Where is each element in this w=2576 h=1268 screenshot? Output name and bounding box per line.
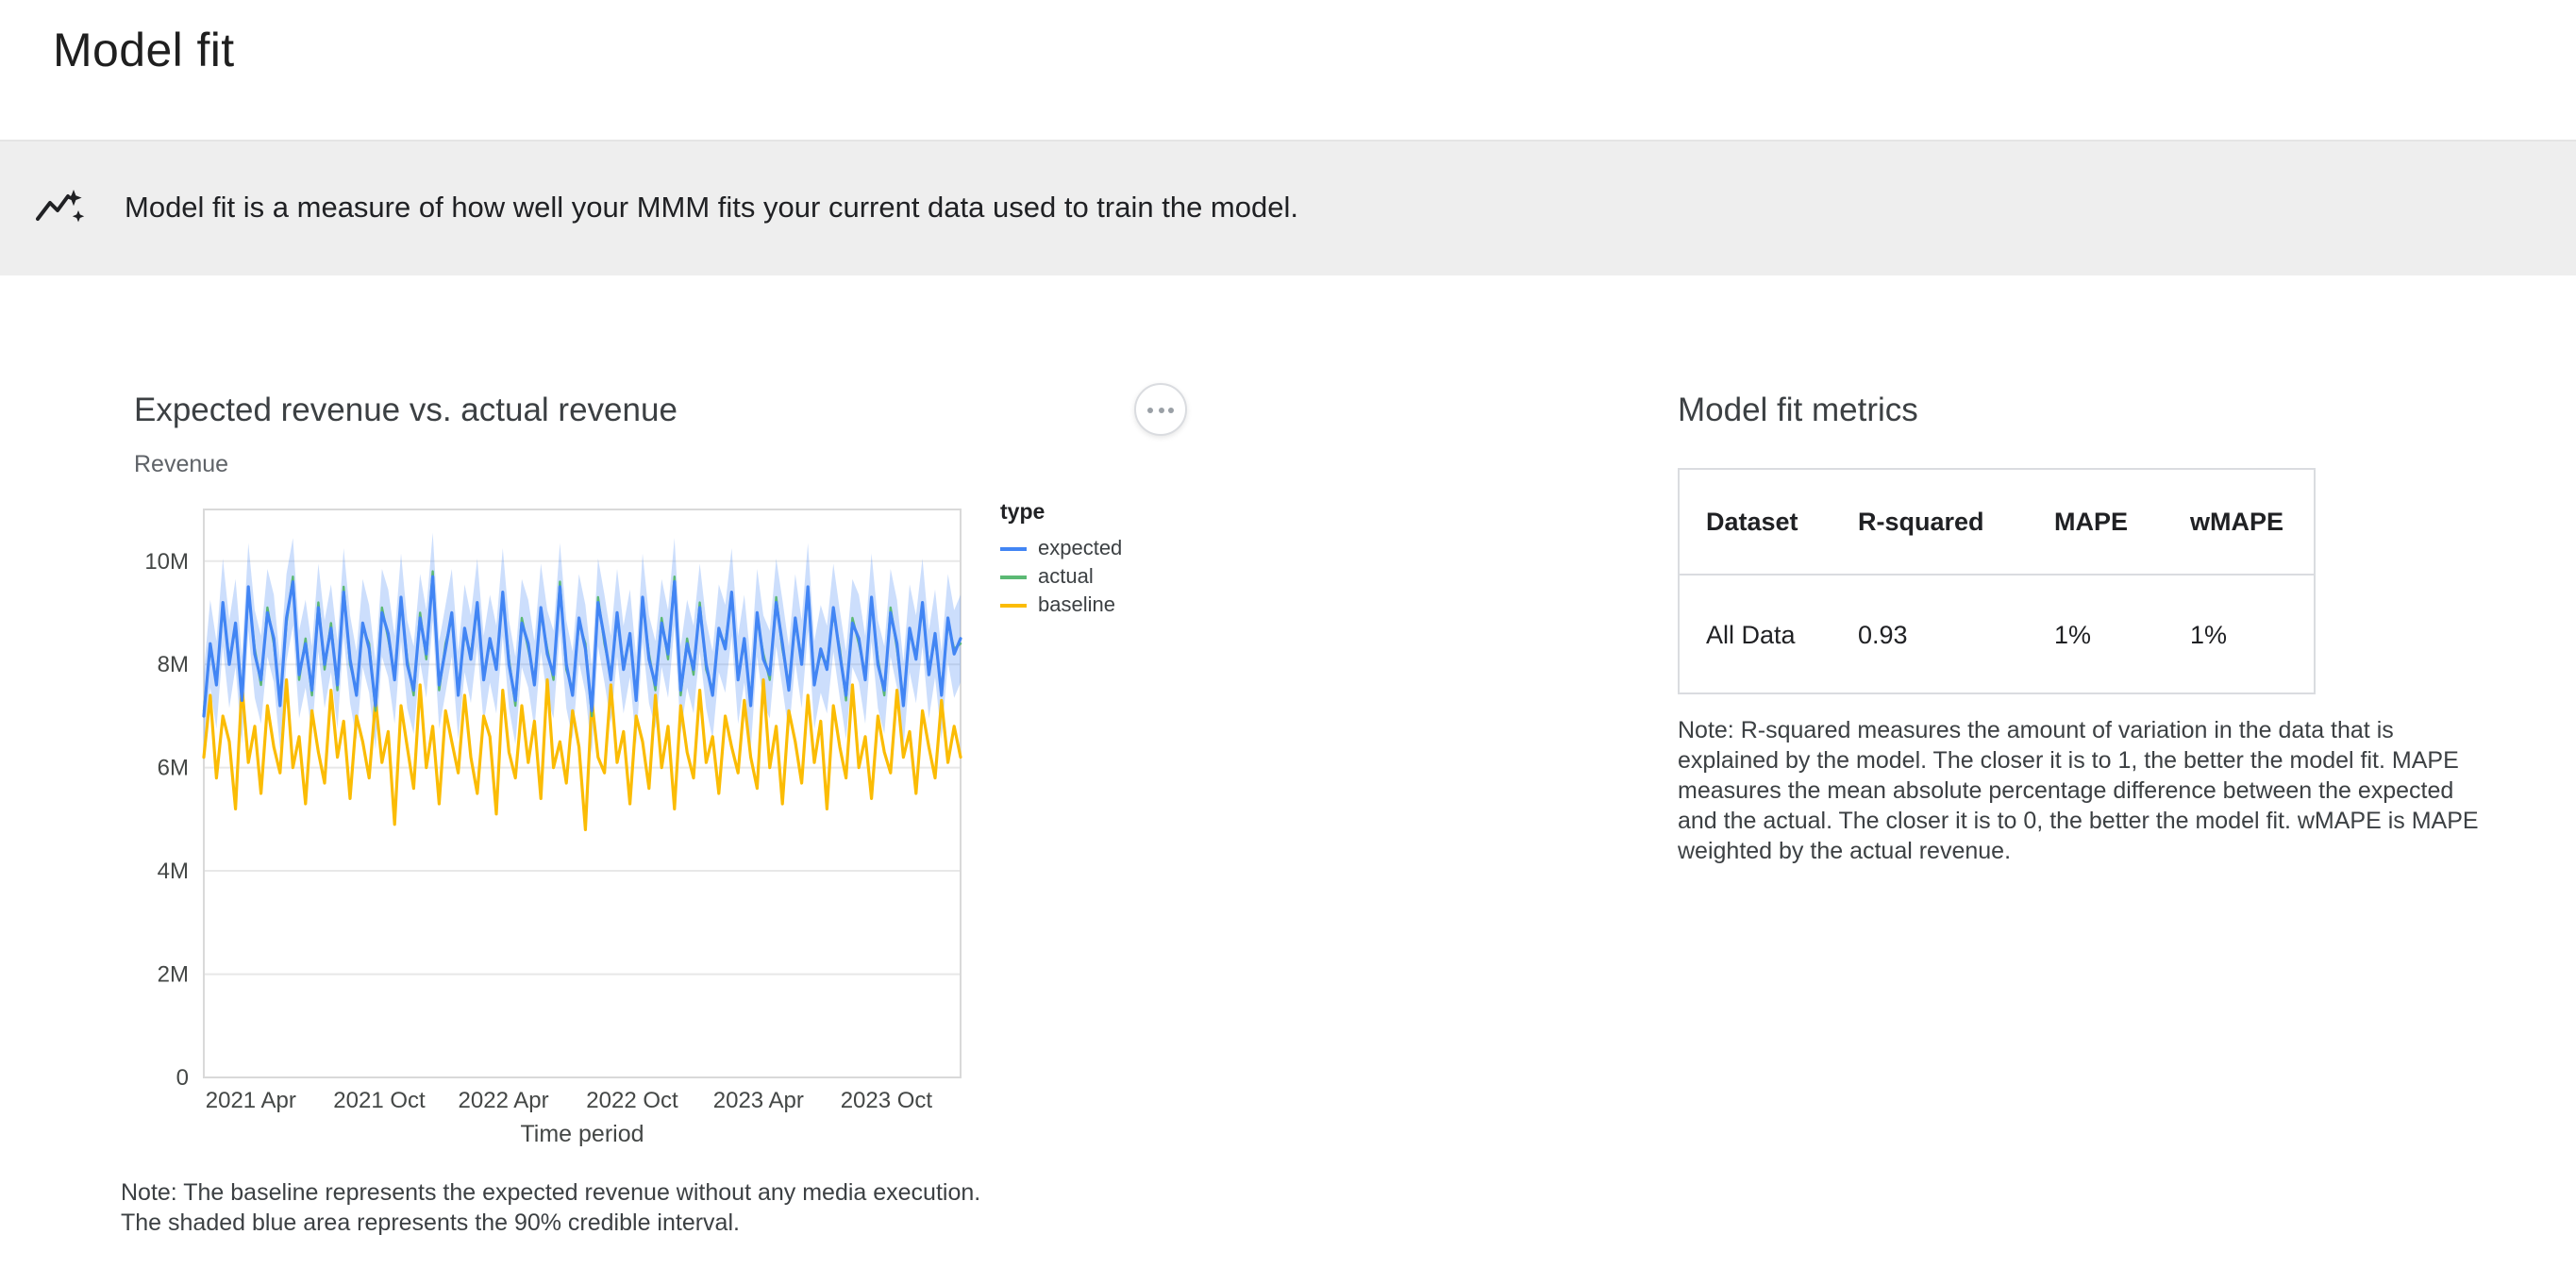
banner-text: Model fit is a measure of how well your … (125, 192, 1298, 224)
chart-note-line2: The shaded blue area represents the 90% … (121, 1210, 740, 1236)
svg-text:10M: 10M (144, 549, 189, 575)
chart-actions-button[interactable] (1134, 383, 1187, 436)
chart-note: Note: The baseline represents the expect… (121, 1177, 980, 1238)
page-header: Model fit (0, 0, 2576, 140)
col-header-wmape: wMAPE (2164, 469, 2315, 576)
col-header-dataset: Dataset (1679, 469, 1832, 576)
legend-label-baseline: baseline (1038, 593, 1115, 616)
expected-line-marker (1000, 546, 1027, 550)
metrics-title: Model fit metrics (1678, 391, 1918, 428)
svg-text:2021 Apr: 2021 Apr (206, 1088, 296, 1113)
legend-item-baseline: baseline (1000, 591, 1122, 619)
legend-item-expected: expected (1000, 534, 1122, 562)
cell-wmape: 1% (2190, 620, 2228, 648)
metrics-note: Note: R-squared measures the amount of v… (1678, 717, 2479, 864)
baseline-line-marker (1000, 603, 1027, 607)
cell-dataset: All Data (1706, 620, 1796, 648)
svg-text:2021 Oct: 2021 Oct (333, 1088, 426, 1113)
svg-text:2M: 2M (158, 962, 189, 988)
model-trend-sparkle-icon (36, 189, 85, 222)
col-header-rsquared: R-squared (1832, 469, 2028, 576)
svg-text:2023 Apr: 2023 Apr (713, 1088, 804, 1113)
svg-text:2022 Apr: 2022 Apr (459, 1088, 549, 1113)
main-content: Expected revenue vs. actual revenue Reve… (0, 275, 2576, 1268)
cell-rsquared: 0.93 (1858, 620, 1908, 648)
more-options-icon (1147, 407, 1153, 412)
col-header-mape: MAPE (2028, 469, 2164, 576)
table-header-row: Dataset R-squared MAPE wMAPE (1679, 469, 2315, 576)
svg-text:8M: 8M (158, 652, 189, 677)
chart-note-line1: Note: The baseline represents the expect… (121, 1179, 981, 1206)
revenue-line-chart: 0 2M 4M 6M 8M 10M 2021 Apr 2021 Oct 2022 Apr 2022… (144, 509, 962, 1147)
chart-legend: type expected actual baseline (1000, 502, 1122, 619)
legend-item-actual: actual (1000, 562, 1122, 591)
svg-text:4M: 4M (158, 859, 189, 884)
legend-label-actual: actual (1038, 565, 1094, 588)
cell-mape: 1% (2054, 620, 2092, 648)
svg-text:Time period: Time period (520, 1121, 644, 1147)
info-banner: Model fit is a measure of how well your … (0, 140, 2576, 275)
model-fit-metrics-table: Dataset R-squared MAPE wMAPE All Data 0.… (1678, 468, 2316, 694)
actual-line-marker (1000, 575, 1027, 578)
svg-text:6M: 6M (158, 756, 189, 781)
page-title: Model fit (53, 25, 235, 77)
legend-title: type (1000, 502, 1045, 525)
table-row: All Data 0.93 1% 1% (1679, 575, 2315, 693)
svg-text:0: 0 (176, 1065, 189, 1091)
chart-title: Expected revenue vs. actual revenue (134, 391, 677, 428)
svg-text:2022 Oct: 2022 Oct (586, 1088, 678, 1113)
legend-label-expected: expected (1038, 537, 1123, 559)
chart-subtitle: Revenue (134, 451, 229, 477)
svg-text:2023 Oct: 2023 Oct (841, 1088, 933, 1113)
